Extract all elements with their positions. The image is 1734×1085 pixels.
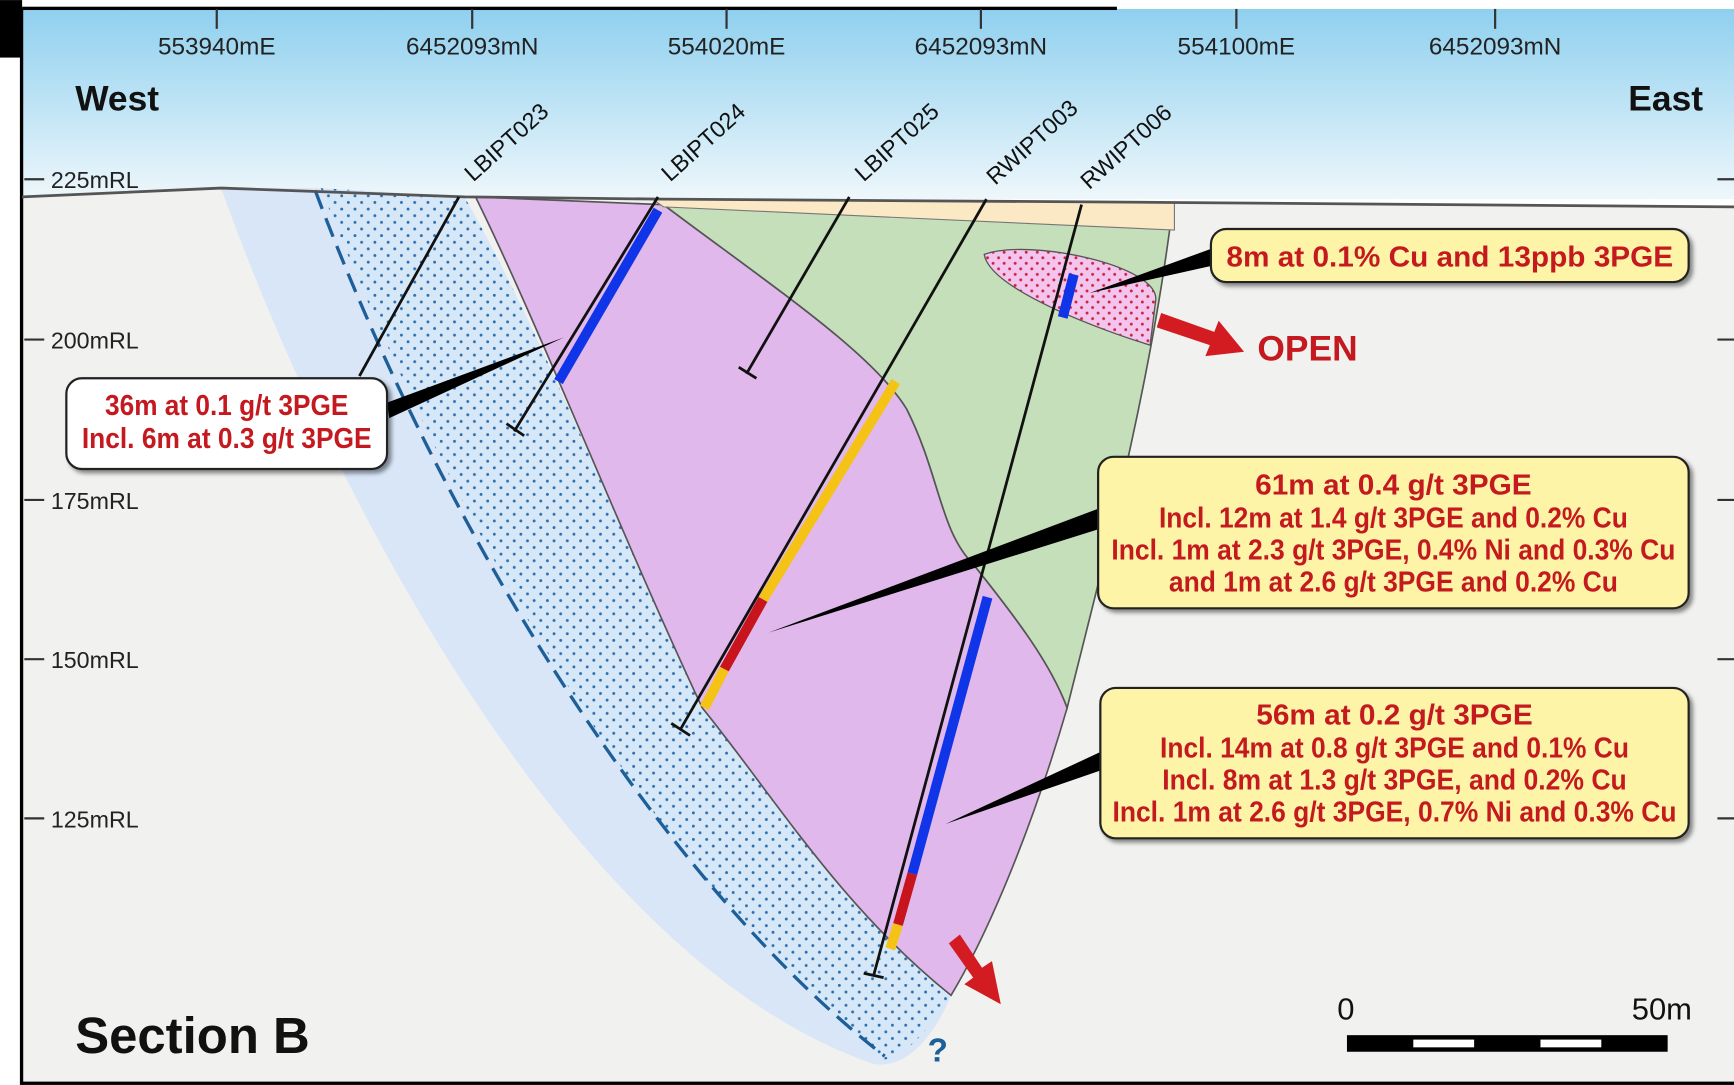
coord-label: 6452093mN: [406, 33, 538, 60]
rl-label: 200mRL: [51, 327, 139, 353]
coord-label: 6452093mN: [915, 33, 1047, 60]
east-label: East: [1628, 80, 1703, 119]
drillholes: [358, 196, 1083, 980]
frame-corner: [0, 0, 23, 58]
callout-box: [65, 377, 389, 471]
rl-label: 175mRL: [51, 488, 139, 514]
frame-bottom: [22, 1081, 1734, 1085]
callout-text: 36m at 0.1 g/t 3PGE: [105, 390, 348, 422]
ticks: [24, 8, 1734, 820]
scale-start: 0: [1337, 992, 1354, 1027]
unknown-marker: ?: [928, 1033, 948, 1070]
sky: [22, 8, 1734, 200]
callout-text: Incl. 1m at 2.3 g/t 3PGE, 0.4% Ni and 0.…: [1111, 535, 1675, 567]
surface-line: [22, 186, 1734, 209]
section-title: Section B: [75, 1007, 310, 1064]
coord-label: 553940mE: [158, 33, 276, 60]
callout-text: 8m at 0.1% Cu and 13ppb 3PGE: [1226, 242, 1673, 274]
west-label: West: [75, 80, 159, 119]
coord-label: 554100mE: [1178, 33, 1296, 60]
scale-bar: [1346, 1035, 1668, 1052]
contact-line: [313, 189, 886, 1058]
coord-label: 6452093mN: [1429, 33, 1561, 60]
rl-label: 150mRL: [51, 647, 139, 673]
dotted-zone: [320, 188, 952, 1060]
scale-end: 50m: [1632, 992, 1692, 1027]
rl-label: 125mRL: [51, 806, 139, 832]
frame-left: [19, 8, 24, 1085]
callout-text: 61m at 0.4 g/t 3PGE: [1255, 469, 1531, 501]
callout-box: [1099, 686, 1690, 840]
coord-label: 554020mE: [668, 33, 786, 60]
rl-label: 225mRL: [51, 167, 139, 193]
pointers: [387, 248, 1214, 824]
callout-text: 56m at 0.2 g/t 3PGE: [1256, 699, 1532, 731]
callout-text: Incl. 14m at 0.8 g/t 3PGE and 0.1% Cu: [1160, 733, 1629, 765]
callout-box: [1097, 455, 1690, 610]
callout-text: Incl. 12m at 1.4 g/t 3PGE and 0.2% Cu: [1159, 503, 1628, 535]
open-label: OPEN: [1257, 330, 1357, 369]
callout-text: Incl. 6m at 0.3 g/t 3PGE: [82, 423, 372, 455]
frame-top: [22, 6, 1117, 11]
callout-box: [1209, 227, 1690, 284]
callout-text: and 1m at 2.6 g/t 3PGE and 0.2% Cu: [1169, 567, 1618, 599]
down-arrow: [948, 934, 1001, 1005]
open-arrow: [1156, 313, 1245, 357]
intercepts: [554, 207, 1079, 951]
callout-text: Incl. 1m at 2.6 g/t 3PGE, 0.7% Ni and 0.…: [1113, 797, 1677, 829]
callout-text: Incl. 8m at 1.3 g/t 3PGE, and 0.2% Cu: [1162, 765, 1626, 797]
